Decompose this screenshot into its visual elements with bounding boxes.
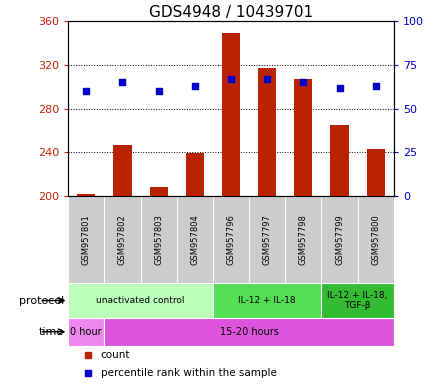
- Point: [227, 76, 235, 82]
- Text: 0 hour: 0 hour: [70, 327, 102, 337]
- Point: [405, 291, 412, 297]
- Bar: [68, 283, 213, 318]
- Title: GDS4948 / 10439701: GDS4948 / 10439701: [149, 5, 313, 20]
- Point: [83, 88, 90, 94]
- Text: GSM957801: GSM957801: [82, 214, 91, 265]
- Bar: [222, 33, 240, 196]
- Text: IL-12 + IL-18: IL-12 + IL-18: [238, 296, 296, 305]
- Text: GSM957803: GSM957803: [154, 214, 163, 265]
- Text: protocol: protocol: [18, 296, 64, 306]
- Text: GSM957799: GSM957799: [335, 214, 344, 265]
- Text: GSM957798: GSM957798: [299, 214, 308, 265]
- Point: [119, 79, 126, 85]
- Bar: [68, 318, 104, 346]
- Point: [372, 83, 379, 89]
- Point: [405, 135, 412, 141]
- Text: IL-12 + IL-18,
TGF-β: IL-12 + IL-18, TGF-β: [327, 291, 388, 310]
- Text: GSM957804: GSM957804: [191, 214, 199, 265]
- Bar: [68, 196, 104, 283]
- Text: GSM957797: GSM957797: [263, 214, 271, 265]
- Bar: [358, 196, 394, 283]
- Bar: [77, 194, 95, 196]
- Bar: [213, 196, 249, 283]
- Point: [336, 84, 343, 91]
- Bar: [150, 187, 168, 196]
- Text: 15-20 hours: 15-20 hours: [220, 327, 279, 337]
- Text: unactivated control: unactivated control: [96, 296, 185, 305]
- Point: [300, 79, 307, 85]
- Bar: [140, 196, 177, 283]
- Text: count: count: [101, 351, 130, 361]
- Bar: [104, 196, 140, 283]
- Bar: [294, 79, 312, 196]
- Point: [264, 76, 271, 82]
- Text: time: time: [39, 327, 64, 337]
- Bar: [258, 68, 276, 196]
- Bar: [367, 149, 385, 196]
- Bar: [285, 196, 322, 283]
- Bar: [104, 318, 394, 346]
- Bar: [322, 196, 358, 283]
- Bar: [322, 283, 394, 318]
- Bar: [114, 145, 132, 196]
- Bar: [177, 196, 213, 283]
- Bar: [186, 153, 204, 196]
- Bar: [330, 125, 348, 196]
- Text: GSM957800: GSM957800: [371, 214, 380, 265]
- Point: [155, 88, 162, 94]
- Point: [191, 83, 198, 89]
- Text: GSM957802: GSM957802: [118, 214, 127, 265]
- Bar: [249, 196, 285, 283]
- Text: percentile rank within the sample: percentile rank within the sample: [101, 367, 277, 377]
- Text: GSM957796: GSM957796: [227, 214, 235, 265]
- Bar: [213, 283, 322, 318]
